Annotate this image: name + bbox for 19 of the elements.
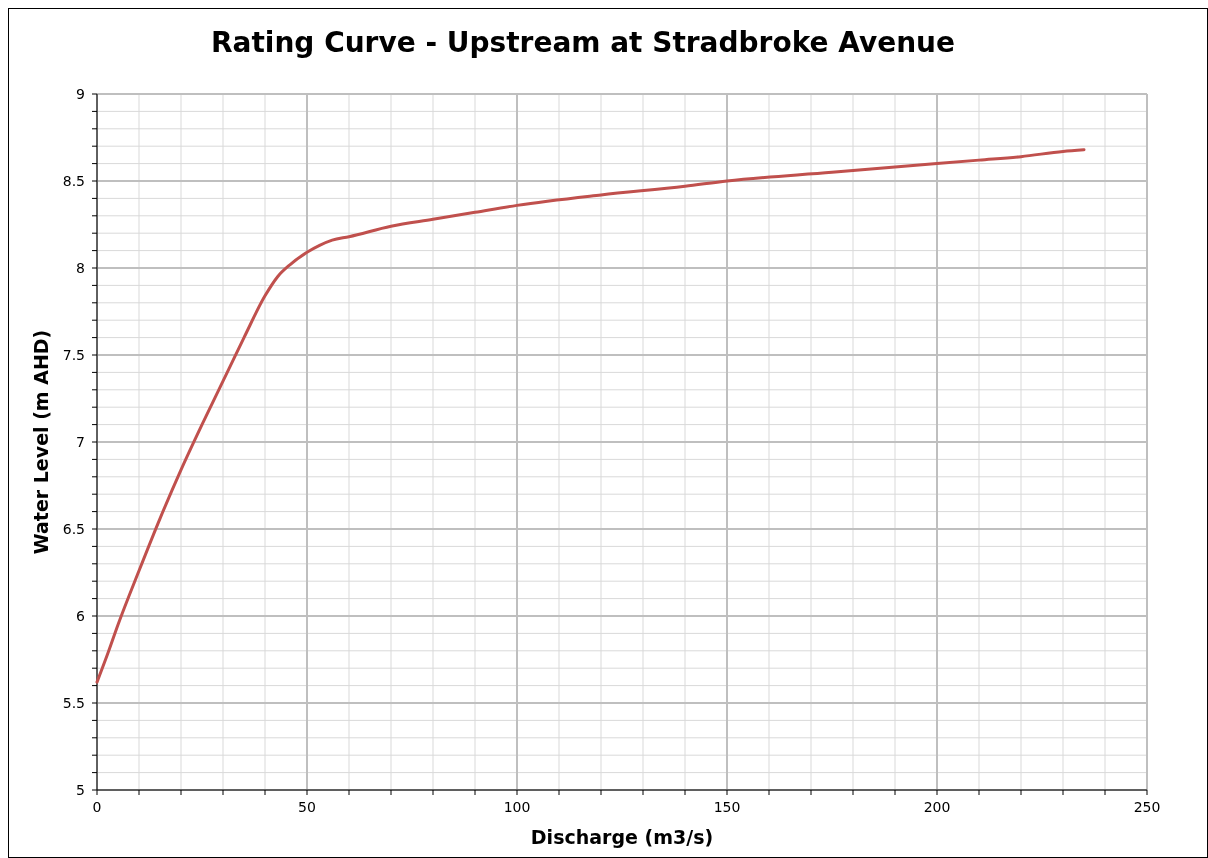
chart-title: Rating Curve - Upstream at Stradbroke Avenue: [210, 26, 956, 59]
y-tick-label: 5: [76, 782, 85, 798]
x-tick-label: 250: [1133, 799, 1161, 815]
x-tick-label: 100: [503, 799, 531, 815]
line-series: [95, 148, 1086, 684]
y-tick-label: 8.5: [62, 173, 85, 189]
x-tick-label: 50: [298, 799, 316, 815]
x-axis-title: Discharge (m3/s): [530, 826, 714, 848]
y-tick-label: 7: [76, 434, 85, 450]
y-tick-label: 8: [76, 260, 85, 276]
y-tick-label: 5.5: [62, 695, 85, 711]
y-axis-title: Water Level (m AHD): [30, 329, 52, 555]
y-tick-label: 7.5: [62, 347, 85, 363]
y-tick-label: 6.5: [62, 521, 85, 537]
y-tick-label: 6: [76, 608, 86, 624]
x-tick-label: 0: [92, 799, 102, 815]
x-tick-label: 200: [923, 799, 951, 815]
y-tick-label: 9: [76, 86, 85, 102]
x-tick-label: 150: [713, 799, 741, 815]
